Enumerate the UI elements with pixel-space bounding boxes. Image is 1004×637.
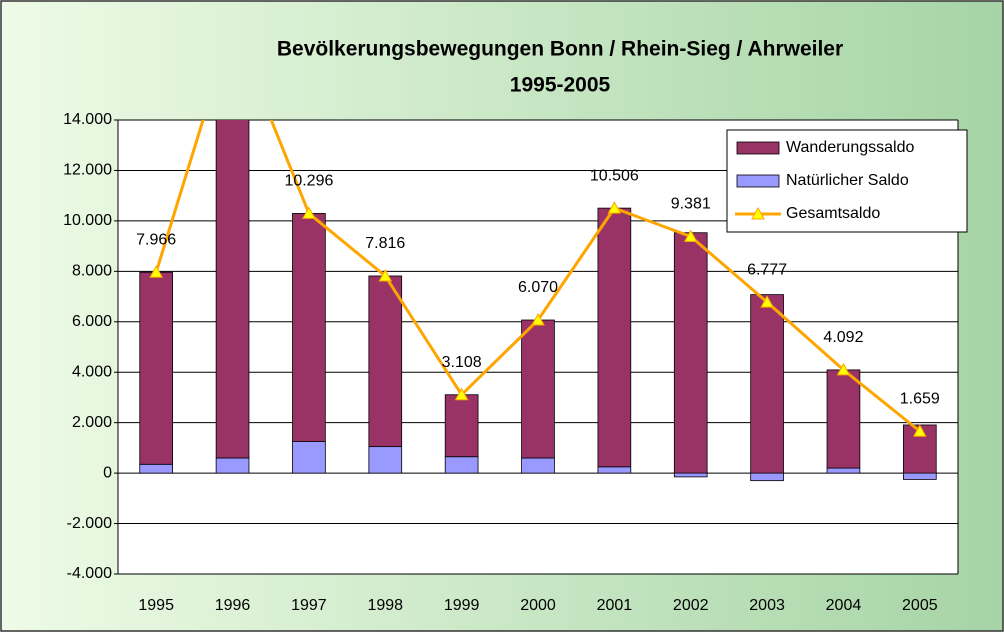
data-label: 10.506	[590, 167, 639, 184]
y-tick-label: 6.000	[72, 313, 112, 330]
x-tick-label: 2003	[749, 597, 785, 614]
legend-swatch	[736, 141, 780, 155]
data-label: 10.296	[284, 173, 333, 190]
bar	[750, 472, 784, 482]
labels: -4.000 -2.000 0 2.000 4.000 6.000 8.000 10.000 1…	[63, 111, 940, 614]
y-tick-label: 10.000	[63, 212, 112, 229]
data-label: 7.816	[365, 235, 405, 252]
bar	[292, 441, 326, 474]
legend: Wanderungssaldo Natürlicher Saldo Gesamtsa…	[726, 129, 968, 233]
bar	[903, 472, 937, 480]
x-tick-label: 2002	[673, 597, 709, 614]
legend-label: Natürlicher Saldo	[786, 172, 909, 189]
bar	[139, 271, 174, 465]
legend-label: Gesamtsaldo	[786, 205, 880, 222]
bar	[215, 457, 250, 474]
data-label: 6.070	[518, 279, 558, 296]
legend-label: Wanderungssaldo	[786, 139, 914, 156]
marker	[607, 201, 622, 214]
legend-swatch	[736, 174, 780, 188]
bar	[368, 446, 403, 474]
x-tick-label: 2001	[597, 597, 633, 614]
bar	[368, 275, 403, 448]
data-label: 1.659	[900, 390, 940, 407]
marker	[683, 229, 698, 243]
marker	[912, 424, 927, 437]
data-label: 3.108	[442, 354, 482, 371]
bar	[673, 472, 708, 478]
data-label: 7.966	[136, 231, 176, 248]
marker	[836, 362, 851, 376]
x-tick-label: 1995	[138, 597, 174, 614]
marker	[454, 387, 469, 401]
bar	[215, 120, 250, 459]
bar	[139, 463, 174, 474]
bar	[292, 213, 326, 442]
data-label: 6.777	[747, 261, 787, 278]
marks	[139, 120, 937, 482]
y-tick-label: 2.000	[72, 414, 112, 431]
bar	[521, 319, 555, 459]
x-tick-label: 1997	[291, 597, 327, 614]
marker	[302, 206, 316, 219]
x-tick-label: 1996	[215, 597, 251, 614]
bar	[826, 467, 861, 474]
marker	[531, 312, 545, 326]
x-tick-label: 1999	[444, 597, 480, 614]
x-tick-label: 2005	[902, 597, 938, 614]
x-tick-label: 2000	[520, 597, 556, 614]
y-tick-label: 12.000	[63, 162, 112, 179]
bar	[750, 294, 784, 474]
y-tick-label: 0	[103, 464, 112, 481]
bar	[521, 457, 555, 474]
bar	[597, 466, 632, 474]
bar	[673, 232, 708, 474]
marker	[760, 295, 774, 308]
y-tick-label: -4.000	[67, 565, 112, 582]
y-tick-label: 8.000	[72, 263, 112, 280]
chart-title: 1995-2005	[510, 74, 611, 97]
bar	[444, 394, 479, 458]
marker	[378, 268, 393, 282]
bar	[597, 207, 632, 468]
x-tick-label: 2004	[826, 597, 862, 614]
data-label: 4.092	[823, 329, 863, 346]
y-tick-label: -2.000	[67, 515, 112, 532]
y-tick-label: 14.000	[63, 111, 112, 128]
x-tick-label: 1998	[367, 597, 403, 614]
marker	[149, 265, 164, 278]
bar	[826, 369, 861, 469]
chart-title: Bevölkerungsbewegungen Bonn / Rhein-Sieg…	[277, 38, 843, 61]
data-label: 9.381	[671, 196, 711, 213]
bar	[444, 456, 479, 474]
y-tick-label: 4.000	[72, 363, 112, 380]
legend-marker	[751, 206, 765, 220]
